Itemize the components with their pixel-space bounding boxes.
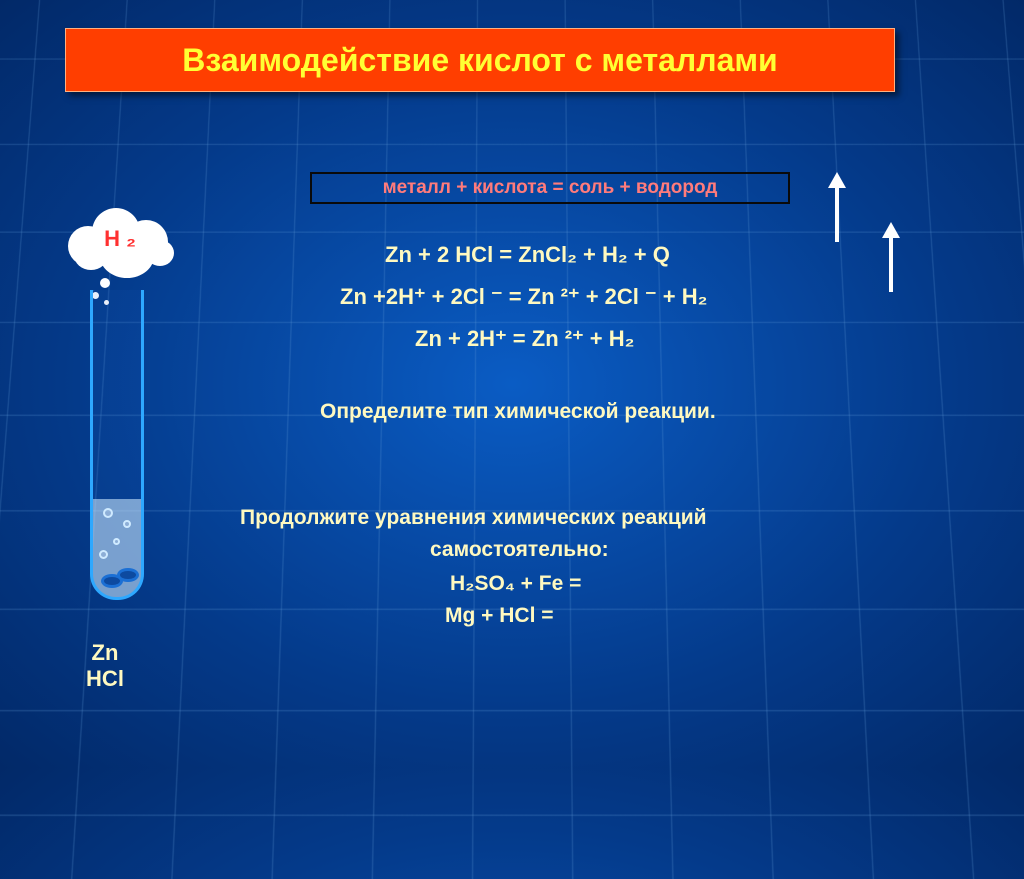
slide-title-box: Взаимодействие кислот с металлами (65, 28, 895, 92)
reaction-schema-box: металл + кислота = соль + водород (310, 172, 790, 204)
equation-3: Zn + 2H⁺ = Zn ²⁺ + H₂ (415, 326, 634, 352)
prompt-reaction-type: Определите тип химической реакции. (320, 400, 716, 424)
equation-2: Zn +2H⁺ + 2Cl ⁻ = Zn ²⁺ + 2Cl ⁻ + H₂ (340, 284, 707, 310)
task-1: H₂SO₄ + Fe = (450, 572, 581, 596)
task-2: Mg + HCl = (445, 604, 554, 628)
prompt-continue-b: самостоятельно: (430, 538, 609, 562)
prompt-continue-a: Продолжите уравнения химических реакций (240, 506, 707, 530)
test-tube (72, 250, 162, 630)
tube-label-zn: Zn (80, 640, 130, 666)
reaction-schema: металл + кислота = соль + водород (383, 177, 718, 199)
tube-label-hcl: HCl (80, 666, 130, 692)
gas-arrow-2 (882, 222, 900, 292)
cloud-label: Н ₂ (60, 226, 180, 252)
gas-arrow-1 (828, 172, 846, 242)
slide-title: Взаимодействие кислот с металлами (182, 42, 777, 79)
equation-1: Zn + 2 HCl = ZnCl₂ + H₂ + Q (385, 242, 670, 268)
